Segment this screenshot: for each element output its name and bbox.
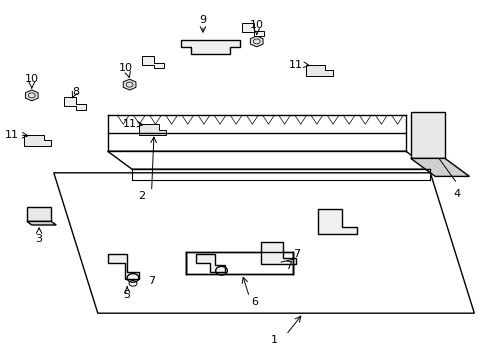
Text: 7: 7 (285, 261, 291, 271)
Text: 7: 7 (293, 249, 300, 259)
Polygon shape (139, 124, 166, 135)
Polygon shape (181, 40, 239, 54)
Text: 5: 5 (123, 290, 130, 300)
Text: 2: 2 (138, 191, 145, 201)
Text: 3: 3 (36, 234, 42, 244)
Polygon shape (305, 65, 332, 76)
Polygon shape (142, 56, 163, 68)
Polygon shape (195, 254, 224, 272)
Text: 11: 11 (5, 130, 19, 140)
Polygon shape (27, 221, 56, 225)
Polygon shape (24, 135, 51, 146)
Text: 7: 7 (148, 276, 155, 286)
Text: 9: 9 (199, 15, 206, 25)
Polygon shape (250, 36, 263, 47)
Text: 11: 11 (122, 119, 136, 129)
Polygon shape (27, 207, 51, 221)
Text: 10: 10 (119, 63, 133, 73)
Text: 1: 1 (270, 335, 277, 345)
Text: 6: 6 (250, 297, 257, 307)
Text: 10: 10 (249, 20, 263, 30)
Polygon shape (410, 112, 444, 158)
Text: 11: 11 (288, 60, 302, 70)
Polygon shape (107, 254, 139, 279)
Polygon shape (63, 97, 85, 110)
Text: 10: 10 (25, 74, 39, 84)
Polygon shape (410, 158, 468, 176)
Text: 8: 8 (72, 87, 79, 97)
Text: 4: 4 (453, 189, 460, 199)
Polygon shape (242, 23, 264, 36)
Polygon shape (317, 209, 356, 234)
Polygon shape (260, 242, 295, 264)
Polygon shape (25, 90, 38, 101)
Polygon shape (123, 79, 136, 90)
